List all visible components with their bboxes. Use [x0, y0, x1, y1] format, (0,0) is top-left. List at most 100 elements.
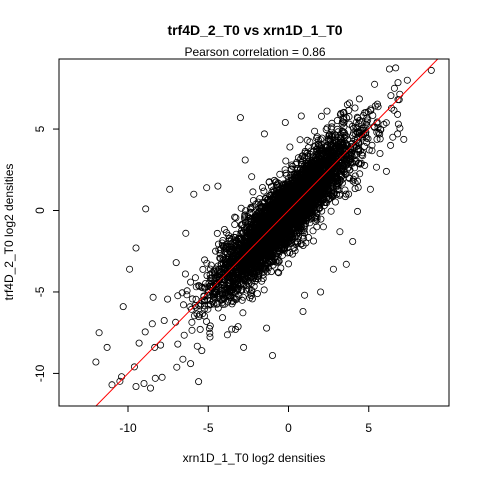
data-point — [216, 265, 224, 273]
data-point — [290, 215, 298, 223]
data-point — [269, 233, 277, 241]
data-point — [223, 331, 231, 339]
data-point — [270, 234, 278, 242]
data-point — [219, 242, 227, 250]
data-point — [263, 259, 271, 267]
data-point — [282, 169, 290, 177]
data-point — [238, 258, 246, 266]
data-point — [183, 287, 191, 295]
chart-title: trf4D_2_T0 vs xrn1D_1_T0 — [167, 22, 342, 38]
data-point — [363, 114, 371, 122]
data-point — [351, 185, 359, 193]
data-point — [179, 301, 187, 309]
data-point — [231, 220, 239, 228]
data-point — [193, 342, 201, 350]
data-point — [206, 265, 214, 273]
data-point — [191, 274, 199, 282]
data-point — [340, 166, 348, 174]
data-point — [281, 199, 289, 207]
data-point — [223, 261, 231, 269]
data-point — [276, 170, 284, 178]
data-point — [326, 136, 334, 144]
data-point — [270, 176, 278, 184]
data-point — [288, 161, 296, 169]
data-point — [360, 142, 368, 150]
data-point — [272, 178, 280, 186]
data-point — [174, 292, 182, 300]
data-point — [313, 209, 321, 217]
data-point — [238, 296, 246, 304]
data-point — [363, 138, 371, 146]
data-point — [299, 191, 307, 199]
data-point — [342, 147, 350, 155]
data-point — [135, 339, 143, 347]
data-point — [275, 269, 283, 277]
data-point — [291, 233, 299, 241]
data-point — [284, 260, 292, 268]
data-point — [325, 132, 333, 140]
data-point — [247, 255, 255, 263]
data-point — [319, 196, 327, 204]
data-point — [318, 134, 326, 142]
data-point — [356, 170, 364, 178]
data-point — [219, 291, 227, 299]
pearson-value: 0.86 — [302, 45, 326, 59]
data-point — [258, 253, 266, 261]
data-point — [213, 300, 221, 308]
data-point — [318, 207, 326, 215]
data-point — [309, 180, 317, 188]
data-point — [281, 166, 289, 174]
data-point — [400, 135, 408, 143]
data-point — [243, 260, 251, 268]
data-point — [195, 282, 203, 290]
data-point — [259, 245, 267, 253]
data-point — [248, 173, 256, 181]
data-point — [254, 275, 262, 283]
data-point — [292, 193, 300, 201]
data-point — [335, 178, 343, 186]
data-point — [260, 187, 268, 195]
data-point — [367, 105, 375, 113]
data-point — [343, 160, 351, 168]
data-point — [320, 179, 328, 187]
data-point — [321, 198, 329, 206]
data-point — [394, 79, 402, 87]
data-point — [205, 282, 213, 290]
data-point — [358, 151, 366, 159]
data-point — [255, 247, 263, 255]
data-point — [249, 231, 257, 239]
data-point — [263, 268, 271, 276]
data-point — [234, 239, 242, 247]
data-point — [315, 191, 323, 199]
data-point — [151, 343, 159, 351]
data-point — [198, 284, 206, 292]
data-point — [289, 208, 297, 216]
data-point — [278, 243, 286, 251]
data-point — [300, 161, 308, 169]
data-point — [239, 251, 247, 259]
data-point — [288, 205, 296, 213]
data-point — [218, 314, 226, 322]
data-point — [323, 141, 331, 149]
data-point — [269, 230, 277, 238]
data-point — [243, 281, 251, 289]
data-point — [390, 106, 398, 114]
data-point — [224, 274, 232, 282]
data-point — [259, 274, 267, 282]
data-point — [290, 188, 298, 196]
data-point — [292, 240, 300, 248]
data-point — [342, 114, 350, 122]
data-point — [218, 239, 226, 247]
data-point — [213, 229, 221, 237]
data-point — [373, 118, 381, 126]
data-point — [307, 147, 315, 155]
data-point — [286, 143, 294, 151]
data-point — [341, 186, 349, 194]
data-point — [187, 305, 195, 313]
data-point — [212, 247, 220, 255]
data-point — [342, 190, 350, 198]
data-point — [292, 180, 300, 188]
data-point — [220, 255, 228, 263]
data-point — [219, 296, 227, 304]
